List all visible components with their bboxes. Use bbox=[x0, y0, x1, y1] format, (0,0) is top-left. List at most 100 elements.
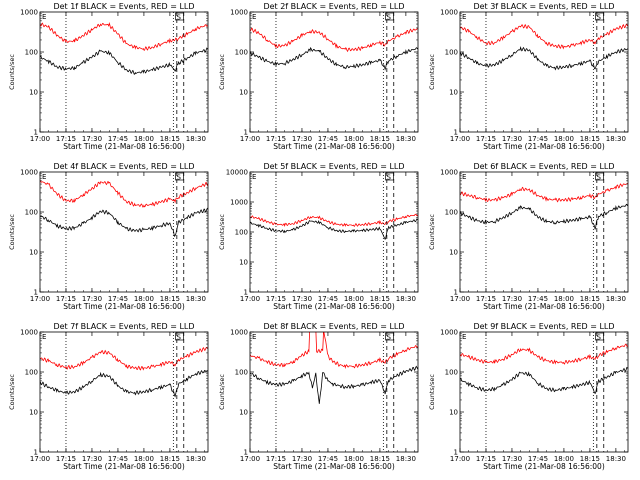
series-line-events bbox=[40, 369, 208, 398]
x-tick-label: 17:00 bbox=[30, 295, 50, 303]
plot-frame bbox=[459, 331, 629, 453]
panel-title: Det 1f BLACK = Events, RED = LLD bbox=[53, 2, 194, 11]
y-tick-label: 100 bbox=[25, 209, 38, 217]
x-tick-label: 17:00 bbox=[240, 295, 260, 303]
y-tick-label: 10 bbox=[29, 249, 38, 257]
y-tick-label: 1000 bbox=[440, 169, 458, 177]
y-tick-label: 100 bbox=[25, 369, 38, 377]
x-tick-label: 18:00 bbox=[554, 135, 574, 143]
x-tick-label: 17:30 bbox=[82, 135, 102, 143]
x-tick-label: 18:30 bbox=[396, 455, 416, 463]
corner-label-e: E bbox=[42, 13, 46, 21]
y-tick-label: 1000 bbox=[230, 329, 248, 337]
x-tick-label: 17:15 bbox=[476, 295, 496, 303]
corner-label-s: S bbox=[387, 174, 392, 182]
series-line-events bbox=[250, 365, 418, 404]
x-tick-label: 17:45 bbox=[108, 455, 128, 463]
y-tick-label: 100 bbox=[445, 209, 458, 217]
x-tick-label: 18:00 bbox=[344, 295, 364, 303]
panel-title: Det 4f BLACK = Events, RED = LLD bbox=[53, 162, 194, 171]
x-axis-label: Start Time (21-Mar-08 16:56:00) bbox=[273, 462, 395, 471]
corner-label-e: E bbox=[462, 173, 466, 181]
y-tick-label: 100 bbox=[445, 369, 458, 377]
x-tick-label: 17:00 bbox=[30, 135, 50, 143]
corner-label-s: S bbox=[597, 334, 602, 342]
x-axis-label: Start Time (21-Mar-08 16:56:00) bbox=[483, 142, 605, 151]
x-tick-label: 18:00 bbox=[134, 135, 154, 143]
y-tick-label: 1 bbox=[34, 129, 38, 137]
y-tick-label: 10 bbox=[239, 259, 248, 267]
x-tick-label: 18:15 bbox=[580, 295, 600, 303]
x-tick-label: 18:15 bbox=[580, 455, 600, 463]
y-axis-label: Counts/sec bbox=[218, 54, 226, 90]
panel-title: Det 2f BLACK = Events, RED = LLD bbox=[263, 2, 404, 11]
corner-box bbox=[385, 12, 394, 21]
y-tick-label: 1000 bbox=[20, 9, 38, 17]
x-tick-label: 18:00 bbox=[344, 455, 364, 463]
x-tick-label: 18:15 bbox=[160, 295, 180, 303]
corner-label-s: S bbox=[387, 334, 392, 342]
x-tick-label: 17:30 bbox=[82, 295, 102, 303]
x-tick-label: 17:45 bbox=[528, 295, 548, 303]
y-tick-label: 1 bbox=[34, 289, 38, 297]
series-line-lld bbox=[250, 27, 418, 53]
corner-label-s: S bbox=[597, 174, 602, 182]
y-axis-label: Counts/sec bbox=[8, 54, 16, 90]
y-tick-label: 1 bbox=[454, 449, 458, 457]
y-tick-label: 10 bbox=[449, 249, 458, 257]
x-tick-label: 18:15 bbox=[160, 455, 180, 463]
x-tick-label: 17:45 bbox=[108, 135, 128, 143]
x-tick-label: 17:15 bbox=[56, 455, 76, 463]
x-tick-label: 18:30 bbox=[606, 295, 626, 303]
x-axis-label: Start Time (21-Mar-08 16:56:00) bbox=[63, 462, 185, 471]
x-tick-label: 18:30 bbox=[186, 455, 206, 463]
x-tick-label: 17:15 bbox=[476, 455, 496, 463]
series-line-lld bbox=[250, 332, 418, 369]
series-line-events bbox=[40, 47, 208, 75]
y-tick-label: 1000 bbox=[440, 9, 458, 17]
corner-label-e: E bbox=[252, 333, 256, 341]
y-tick-label: 1 bbox=[244, 449, 248, 457]
y-axis-label: Counts/sec bbox=[428, 214, 436, 250]
y-tick-label: 1000 bbox=[230, 199, 248, 207]
corner-box bbox=[385, 172, 394, 181]
panel-title: Det 9f BLACK = Events, RED = LLD bbox=[473, 322, 614, 331]
corner-label-s: S bbox=[177, 174, 182, 182]
x-tick-label: 17:15 bbox=[266, 295, 286, 303]
y-tick-label: 1000 bbox=[20, 329, 38, 337]
x-axis-label: Start Time (21-Mar-08 16:56:00) bbox=[483, 302, 605, 311]
corner-label-e: E bbox=[42, 173, 46, 181]
panel-title: Det 6f BLACK = Events, RED = LLD bbox=[473, 162, 614, 171]
y-tick-label: 1 bbox=[454, 289, 458, 297]
x-tick-label: 17:30 bbox=[502, 295, 522, 303]
panel-title: Det 7f BLACK = Events, RED = LLD bbox=[53, 322, 194, 331]
x-tick-label: 18:00 bbox=[344, 135, 364, 143]
y-tick-label: 10 bbox=[449, 409, 458, 417]
series-line-lld bbox=[40, 179, 208, 208]
y-axis-label: Counts/sec bbox=[428, 54, 436, 90]
corner-label-e: E bbox=[42, 333, 46, 341]
x-tick-label: 18:00 bbox=[554, 295, 574, 303]
x-tick-label: 17:45 bbox=[108, 295, 128, 303]
corner-box bbox=[385, 332, 394, 341]
corner-label-e: E bbox=[252, 173, 256, 181]
x-axis-label: Start Time (21-Mar-08 16:56:00) bbox=[273, 142, 395, 151]
x-tick-label: 17:45 bbox=[528, 135, 548, 143]
corner-label-s: S bbox=[177, 14, 182, 22]
x-tick-label: 17:00 bbox=[450, 455, 470, 463]
x-tick-label: 18:15 bbox=[370, 135, 390, 143]
x-tick-label: 17:30 bbox=[292, 135, 312, 143]
y-axis-label: Counts/sec bbox=[218, 214, 226, 250]
plot-frame bbox=[459, 171, 629, 293]
x-tick-label: 17:00 bbox=[450, 295, 470, 303]
corner-label-e: E bbox=[462, 13, 466, 21]
x-tick-label: 18:15 bbox=[580, 135, 600, 143]
x-tick-label: 17:30 bbox=[292, 455, 312, 463]
series-line-lld bbox=[460, 23, 628, 50]
y-tick-label: 1000 bbox=[20, 169, 38, 177]
